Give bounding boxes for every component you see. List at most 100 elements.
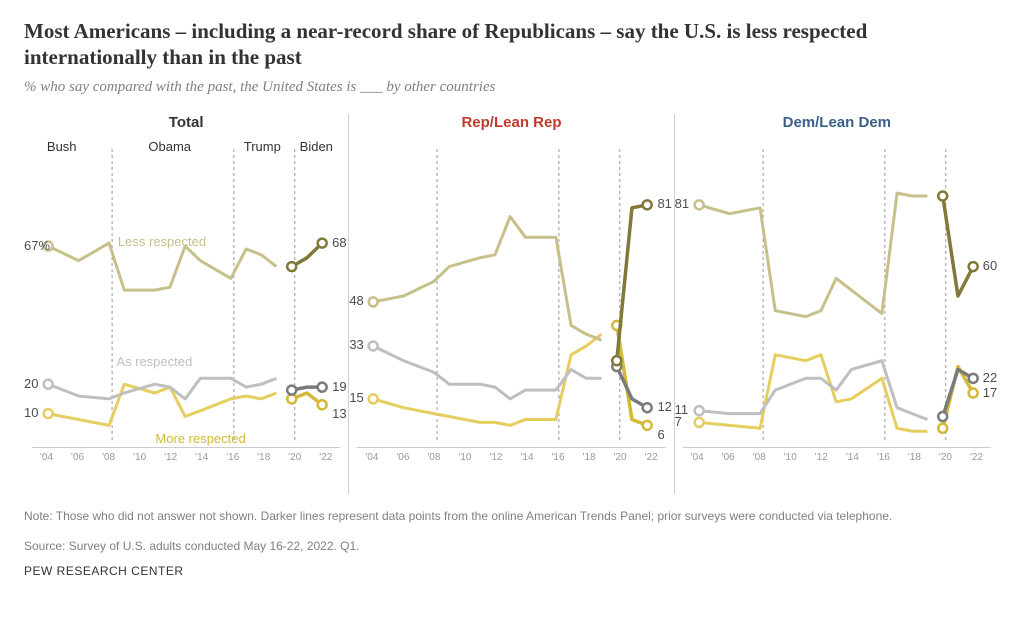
line-as-dark	[617, 366, 647, 407]
chart-svg	[675, 137, 999, 447]
line-more-light	[48, 384, 276, 425]
chart-area: 48 33 15 81 12 6	[349, 137, 673, 447]
x-tick: '06	[722, 452, 735, 463]
legend-less: Less respected	[118, 234, 206, 249]
x-tick: '12	[489, 452, 502, 463]
marker-dark-less	[318, 238, 327, 247]
start-label-less: 81	[675, 196, 689, 211]
line-less-dark	[617, 204, 647, 360]
x-tick: '04	[691, 452, 704, 463]
x-tick: '10	[133, 452, 146, 463]
marker-dark-less	[968, 262, 977, 271]
panel-total: TotalBushObamaTrumpBiden67%2010681913Les…	[24, 114, 349, 494]
marker-start-less	[369, 297, 378, 306]
x-axis: '04'06'08'10'12'14'16'18'20'22	[683, 447, 991, 463]
marker-start-less	[694, 200, 703, 209]
x-tick: '06	[396, 452, 409, 463]
chart-area: 81117602217	[675, 137, 999, 447]
marker-dark-more	[938, 423, 947, 432]
x-tick: '14	[195, 452, 208, 463]
chart-area: BushObamaTrumpBiden67%2010681913Less res…	[24, 137, 348, 447]
x-tick: '10	[458, 452, 471, 463]
attribution: PEW RESEARCH CENTER	[24, 564, 999, 578]
x-tick: '16	[226, 452, 239, 463]
x-tick: '08	[753, 452, 766, 463]
x-tick: '18	[257, 452, 270, 463]
end-label-more: 6	[657, 427, 664, 442]
marker-start-as	[44, 379, 53, 388]
x-axis: '04'06'08'10'12'14'16'18'20'22	[32, 447, 340, 463]
x-tick: '22	[645, 452, 658, 463]
x-tick: '10	[784, 452, 797, 463]
start-label-less: 48	[349, 293, 363, 308]
line-less-dark	[942, 196, 972, 296]
legend-as: As respected	[116, 354, 192, 369]
period-label: Biden	[300, 139, 333, 154]
start-label-more: 15	[349, 390, 363, 405]
end-label-as: 12	[657, 399, 671, 414]
line-less-light	[48, 243, 276, 290]
marker-dark-less	[613, 356, 622, 365]
x-tick: '14	[520, 452, 533, 463]
marker-dark-less	[643, 200, 652, 209]
chart-svg	[349, 137, 673, 447]
panel-title: Dem/Lean Dem	[675, 114, 999, 131]
marker-dark-more	[318, 400, 327, 409]
line-less-light	[699, 193, 927, 317]
chart-title: Most Americans – including a near-record…	[24, 18, 999, 71]
marker-start-as	[694, 406, 703, 415]
chart-source: Source: Survey of U.S. adults conducted …	[24, 538, 999, 554]
end-label-more: 17	[983, 385, 997, 400]
end-label-as: 19	[332, 379, 346, 394]
panels-row: TotalBushObamaTrumpBiden67%2010681913Les…	[24, 114, 999, 494]
start-label-as: 33	[349, 337, 363, 352]
x-tick: '08	[427, 452, 440, 463]
line-less-light	[373, 216, 601, 340]
chart-note: Note: Those who did not answer not shown…	[24, 508, 999, 524]
panel-title: Rep/Lean Rep	[349, 114, 673, 131]
period-label: Obama	[148, 139, 191, 154]
chart-subtitle: % who say compared with the past, the Un…	[24, 79, 999, 96]
line-more-light	[373, 334, 601, 425]
x-tick: '16	[877, 452, 890, 463]
marker-dark-as	[318, 382, 327, 391]
x-tick: '20	[288, 452, 301, 463]
panel-title: Total	[24, 114, 348, 131]
marker-start-more	[44, 409, 53, 418]
legend-more: More respected	[155, 431, 245, 446]
x-tick: '22	[319, 452, 332, 463]
end-label-as: 22	[983, 370, 997, 385]
marker-dark-as	[643, 403, 652, 412]
x-tick: '20	[939, 452, 952, 463]
marker-dark-as	[287, 385, 296, 394]
x-tick: '04	[40, 452, 53, 463]
start-label-more: 7	[675, 414, 682, 429]
marker-dark-as	[968, 373, 977, 382]
x-tick: '22	[970, 452, 983, 463]
line-less-dark	[292, 243, 322, 267]
line-as-light	[373, 346, 601, 399]
marker-dark-more	[968, 388, 977, 397]
marker-start-more	[369, 394, 378, 403]
start-label-less: 67%	[24, 238, 50, 253]
panel-rep: Rep/Lean Rep 48 33 15 81 12 6 '04 '06 '08 '10 '12 '1…	[349, 114, 674, 494]
x-tick: '18	[583, 452, 596, 463]
marker-dark-more	[643, 420, 652, 429]
x-tick: '08	[102, 452, 115, 463]
end-label-less: 81	[657, 196, 671, 211]
start-label-as: 20	[24, 376, 38, 391]
panel-dem: Dem/Lean Dem81117602217'04'06'08'10'12'1…	[675, 114, 999, 494]
x-tick: '04	[365, 452, 378, 463]
start-label-more: 10	[24, 405, 38, 420]
chart-svg	[24, 137, 348, 447]
x-axis: '04'06'08'10'12'14'16'18'20'22	[357, 447, 665, 463]
period-label: Bush	[47, 139, 77, 154]
x-tick: '16	[552, 452, 565, 463]
end-label-less: 60	[983, 258, 997, 273]
end-label-less: 68	[332, 235, 346, 250]
x-tick: '12	[164, 452, 177, 463]
marker-dark-less	[287, 262, 296, 271]
marker-dark-less	[938, 191, 947, 200]
x-tick: '12	[815, 452, 828, 463]
x-tick: '18	[908, 452, 921, 463]
